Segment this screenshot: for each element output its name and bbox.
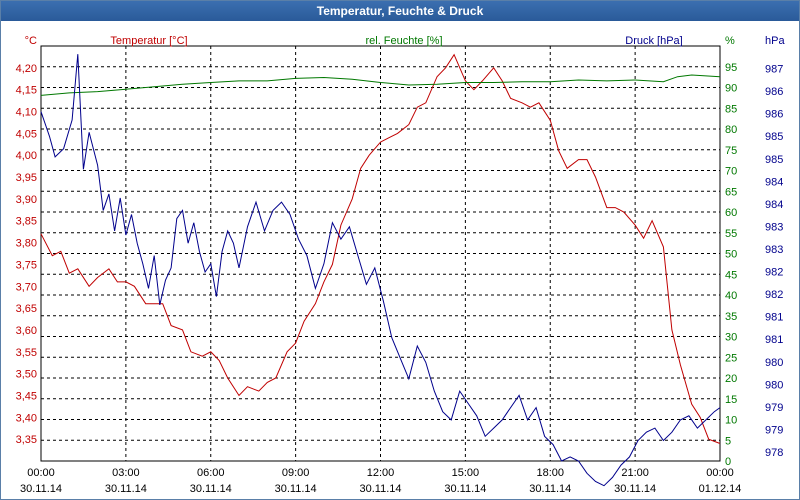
pressure-tick: 984	[765, 199, 783, 211]
temperature-tick: 4,00	[16, 150, 37, 162]
temperature-tick: 4,10	[16, 107, 37, 119]
temperature-tick: 3,55	[16, 347, 37, 359]
x-tick-date: 30.11.14	[359, 483, 401, 495]
temperature-tick: 3,40	[16, 412, 37, 424]
pressure-tick: 987	[765, 64, 783, 76]
pressure-tick: 982	[765, 289, 783, 301]
humidity-tick: 55	[725, 228, 737, 240]
pressure-tick: 985	[765, 154, 783, 166]
x-tick-time: 06:00	[197, 467, 225, 479]
x-tick-date: 30.11.14	[105, 483, 147, 495]
pressure-tick: 986	[765, 86, 783, 98]
humidity-tick: 60	[725, 207, 737, 219]
x-tick-time: 18:00	[536, 467, 564, 479]
x-tick-date: 30.11.14	[190, 483, 232, 495]
pressure-line	[40, 54, 721, 487]
humidity-tick: 0	[725, 456, 731, 468]
temperature-tick: 3,70	[16, 281, 37, 293]
temperature-tick: 3,60	[16, 325, 37, 337]
window-title: Temperatur, Feuchte & Druck	[1, 1, 799, 21]
humidity-tick: 50	[725, 249, 737, 261]
humidity-tick: 20	[725, 373, 737, 385]
pressure-tick: 983	[765, 221, 783, 233]
x-tick-date: 30.11.14	[529, 483, 571, 495]
humidity-unit: %	[725, 35, 735, 47]
humidity-axis-label: rel. Feuchte [%]	[365, 35, 442, 47]
pressure-tick: 983	[765, 244, 783, 256]
humidity-line	[40, 74, 721, 96]
humidity-tick: 95	[725, 62, 737, 74]
series-lines	[40, 53, 721, 487]
humidity-tick: 35	[725, 311, 737, 323]
temperature-tick: 3,75	[16, 259, 37, 271]
x-tick-time: 21:00	[621, 467, 649, 479]
humidity-tick: 65	[725, 186, 737, 198]
humidity-tick: 80	[725, 124, 737, 136]
x-tick-time: 00:00	[27, 467, 55, 479]
pressure-tick: 985	[765, 131, 783, 143]
x-tick-time: 03:00	[112, 467, 140, 479]
humidity-tick: 75	[725, 145, 737, 157]
temperature-unit: °C	[25, 35, 37, 47]
pressure-tick: 986	[765, 109, 783, 121]
temperature-tick: 3,45	[16, 390, 37, 402]
x-tick-time: 00:00	[706, 467, 734, 479]
humidity-tick: 70	[725, 166, 737, 178]
pressure-axis-label: Druck [hPa]	[625, 35, 682, 47]
pressure-tick: 980	[765, 379, 783, 391]
temperature-tick: 3,80	[16, 238, 37, 250]
pressure-tick: 981	[765, 334, 783, 346]
humidity-tick: 90	[725, 83, 737, 95]
humidity-tick: 45	[725, 269, 737, 281]
x-tick-date: 30.11.14	[275, 483, 317, 495]
temperature-tick: 3,95	[16, 172, 37, 184]
pressure-tick: 982	[765, 267, 783, 279]
humidity-tick: 40	[725, 290, 737, 302]
x-tick-date: 30.11.14	[614, 483, 656, 495]
pressure-tick: 981	[765, 312, 783, 324]
x-tick-date: 30.11.14	[20, 483, 62, 495]
pressure-tick: 984	[765, 176, 783, 188]
humidity-tick: 10	[725, 415, 737, 427]
pressure-tick: 979	[765, 402, 783, 414]
temperature-axis-label: Temperatur [°C]	[110, 35, 187, 47]
x-tick-date: 30.11.14	[444, 483, 486, 495]
humidity-tick: 5	[725, 435, 731, 447]
temperature-tick: 4,20	[16, 63, 37, 75]
temperature-tick: 4,05	[16, 128, 37, 140]
x-tick-time: 09:00	[282, 467, 310, 479]
humidity-tick: 85	[725, 103, 737, 115]
temperature-line	[40, 53, 721, 444]
temperature-tick: 3,90	[16, 194, 37, 206]
pressure-unit: hPa	[765, 35, 785, 47]
temperature-tick: 3,85	[16, 216, 37, 228]
temperature-tick: 3,50	[16, 369, 37, 381]
temperature-tick: 3,65	[16, 303, 37, 315]
humidity-tick: 30	[725, 332, 737, 344]
temperature-tick: 4,15	[16, 85, 37, 97]
humidity-tick: 25	[725, 352, 737, 364]
grid	[40, 45, 721, 462]
pressure-tick: 978	[765, 447, 783, 459]
axes: 00:00 30.11.14 03:00 30.11.14 06:00 30.11.14 0…	[16, 35, 786, 495]
humidity-tick: 15	[725, 394, 737, 406]
x-tick-time: 15:00	[452, 467, 480, 479]
pressure-tick: 979	[765, 424, 783, 436]
x-tick-time: 12:00	[367, 467, 395, 479]
x-tick-date: 01.12.14	[699, 483, 742, 495]
chart-svg: 00:00 30.11.14 03:00 30.11.14 06:00 30.11.14 0…	[16, 35, 786, 495]
temperature-tick: 3,35	[16, 434, 37, 446]
pressure-tick: 980	[765, 357, 783, 369]
